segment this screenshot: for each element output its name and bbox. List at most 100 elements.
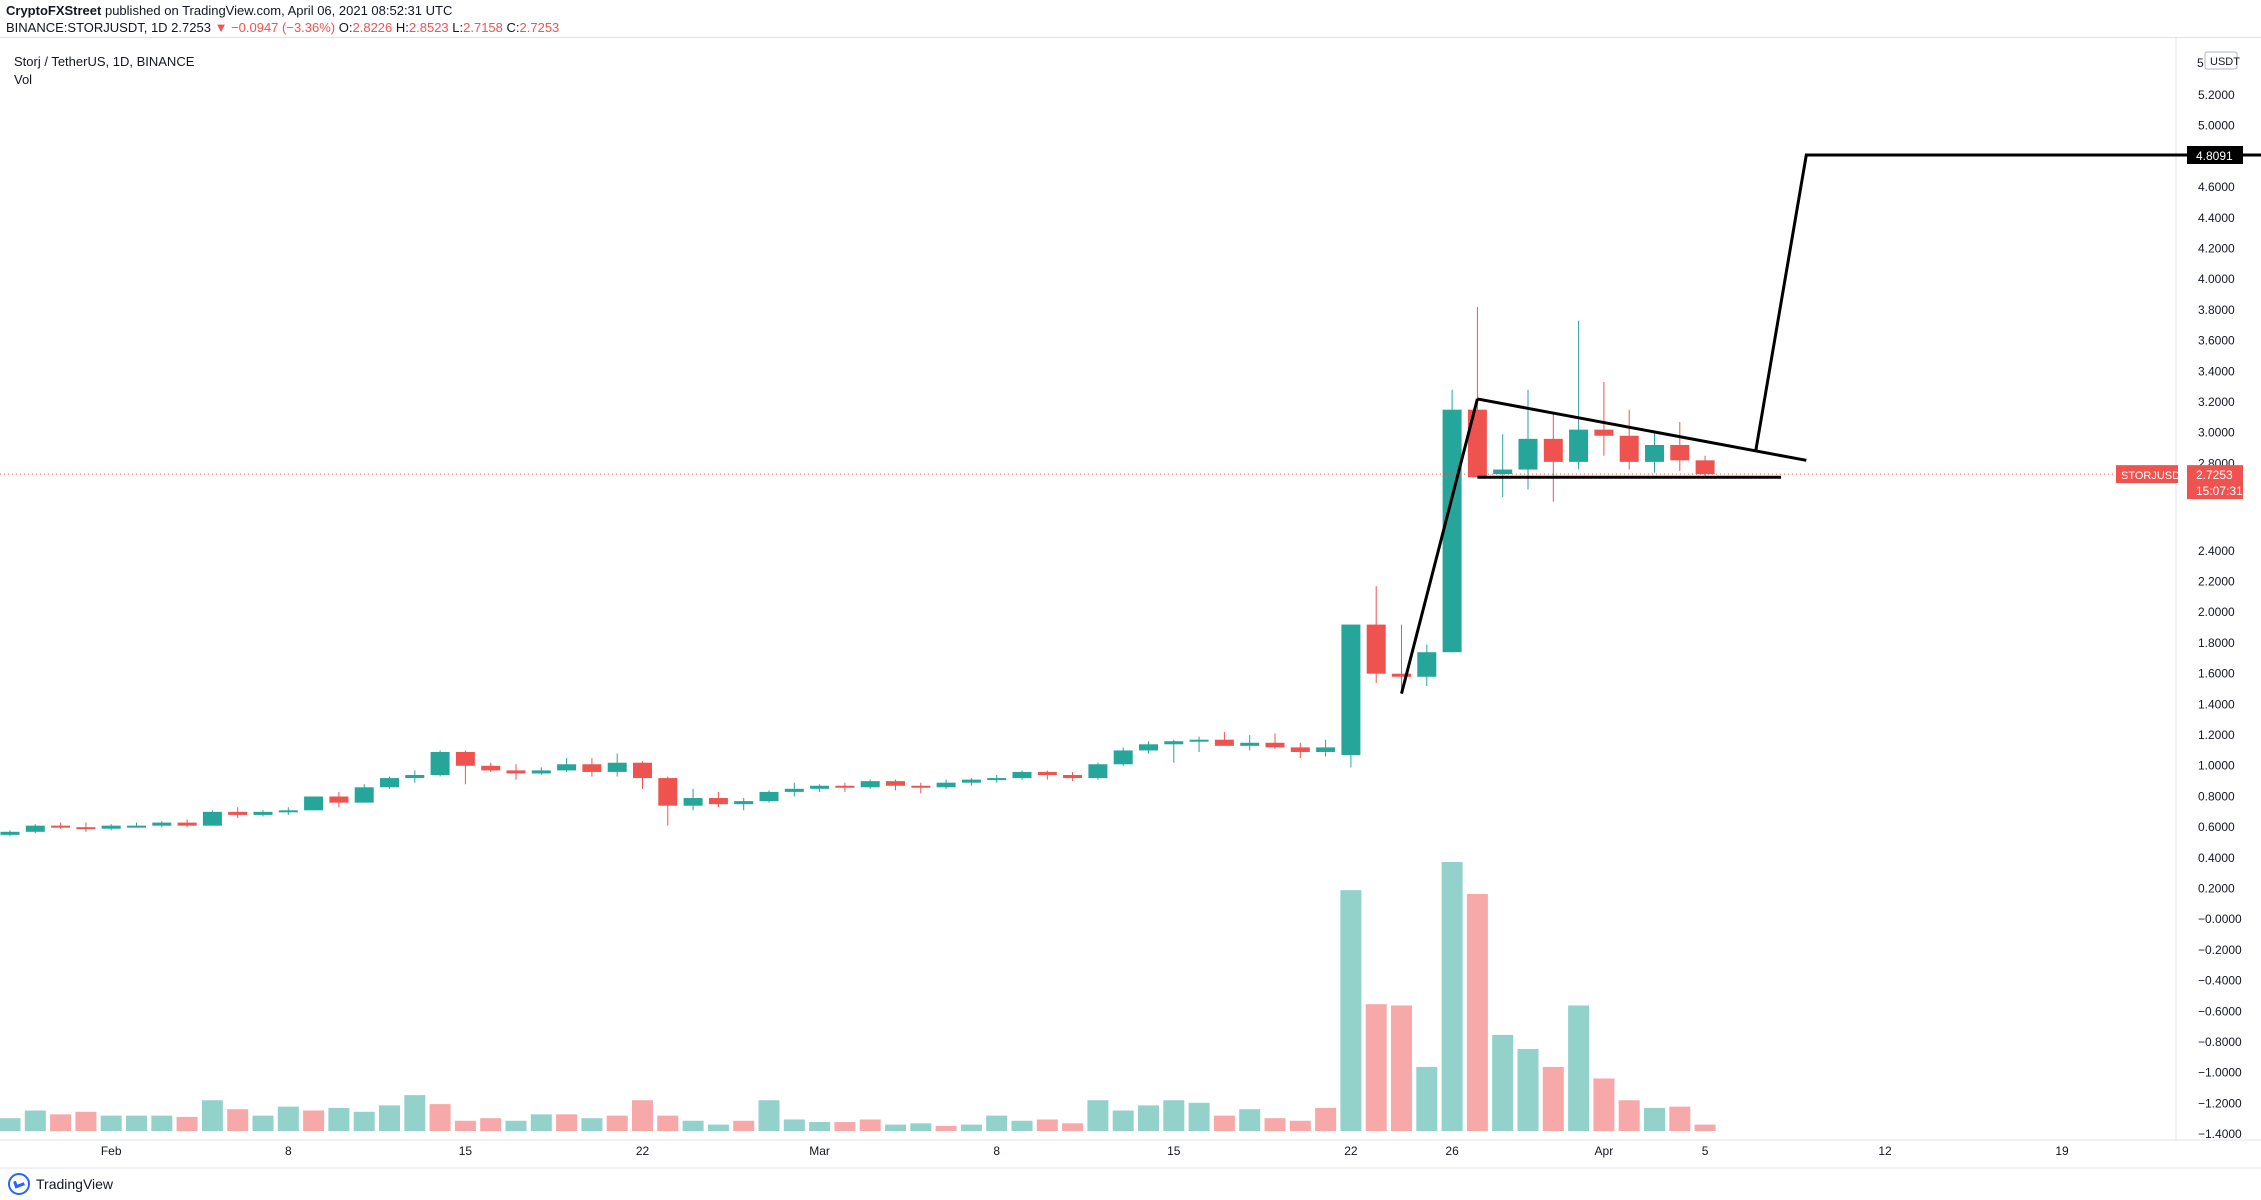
candle-body[interactable] (860, 781, 880, 788)
candle-body[interactable] (76, 827, 96, 830)
volume-bar[interactable] (505, 1120, 527, 1131)
volume-bar[interactable] (277, 1106, 299, 1131)
currency-badge[interactable] (2204, 51, 2238, 70)
flagpole-line[interactable] (1400, 398, 1479, 695)
volume-bar[interactable] (1669, 1106, 1691, 1131)
volume-bar[interactable] (1416, 1066, 1438, 1131)
volume-bar[interactable] (632, 1100, 653, 1131)
candle-body[interactable] (304, 796, 324, 811)
candle-body[interactable] (278, 810, 298, 813)
volume-bar[interactable] (910, 1123, 932, 1131)
tradingview-logo[interactable]: TradingView (8, 1173, 113, 1195)
volume-bar[interactable] (530, 1114, 552, 1131)
volume-bar[interactable] (935, 1125, 957, 1131)
volume-bar[interactable] (1289, 1120, 1311, 1131)
volume-bar[interactable] (75, 1111, 97, 1131)
volume-bar[interactable] (1011, 1120, 1033, 1131)
candle-body[interactable] (405, 775, 425, 779)
volume-bar[interactable] (657, 1115, 679, 1131)
candle-body[interactable] (1417, 652, 1437, 677)
candle-body[interactable] (658, 778, 678, 806)
candle-body[interactable] (152, 822, 172, 826)
volume-bar[interactable] (1062, 1123, 1084, 1131)
candle-body[interactable] (886, 781, 905, 786)
candle-body[interactable] (202, 811, 222, 826)
candle-body[interactable] (25, 825, 45, 832)
candle-body[interactable] (1569, 429, 1589, 462)
candle-body[interactable] (1012, 771, 1032, 779)
volume-bar[interactable] (454, 1120, 476, 1131)
volume-bar[interactable] (1694, 1124, 1716, 1131)
volume-bar[interactable] (328, 1107, 350, 1131)
candle-body[interactable] (759, 791, 779, 802)
volume-bar[interactable] (834, 1122, 856, 1131)
candle-body[interactable] (1189, 739, 1209, 742)
volume-bar[interactable] (126, 1115, 147, 1131)
volume-bar[interactable] (227, 1109, 249, 1131)
volume-bar[interactable] (1644, 1107, 1665, 1131)
candle-body[interactable] (1037, 771, 1057, 776)
volume-bar[interactable] (303, 1110, 325, 1131)
candle-body[interactable] (582, 764, 602, 772)
candle-body[interactable] (101, 825, 121, 829)
volume-bar[interactable] (783, 1119, 805, 1131)
volume-bar[interactable] (1542, 1066, 1564, 1131)
candle-body[interactable] (228, 811, 248, 815)
candle-body[interactable] (1518, 438, 1538, 470)
upper-trendline[interactable] (1477, 397, 1807, 462)
candle-body[interactable] (1265, 742, 1285, 748)
volume-bar[interactable] (1112, 1110, 1134, 1131)
volume-bar[interactable] (1264, 1118, 1286, 1131)
candle-body[interactable] (1594, 429, 1614, 436)
volume-bar[interactable] (1036, 1119, 1058, 1131)
volume-bar[interactable] (480, 1118, 502, 1131)
candle-body[interactable] (1670, 444, 1690, 461)
volume-bar[interactable] (1517, 1049, 1539, 1131)
candle-body[interactable] (1316, 747, 1336, 752)
candle-body[interactable] (607, 762, 627, 772)
target-projection-line[interactable] (1754, 153, 2261, 452)
candle-body[interactable] (835, 785, 855, 788)
candle-body[interactable] (481, 765, 501, 771)
volume-bar[interactable] (353, 1111, 375, 1131)
candle-body[interactable] (329, 796, 349, 803)
candle-body[interactable] (1341, 624, 1361, 756)
volume-bar[interactable] (707, 1124, 729, 1131)
candle-body[interactable] (1467, 409, 1487, 478)
candle-body[interactable] (1214, 739, 1234, 746)
candle-body[interactable] (354, 787, 374, 803)
candle-body[interactable] (1088, 764, 1108, 779)
volume-bar[interactable] (581, 1118, 603, 1131)
volume-bar[interactable] (809, 1122, 831, 1131)
candle-body[interactable] (1366, 624, 1386, 674)
candle-body[interactable] (961, 779, 981, 783)
candle-body[interactable] (810, 785, 830, 789)
candle-body[interactable] (1695, 460, 1715, 475)
volume-bar[interactable] (404, 1095, 426, 1131)
candle-body[interactable] (911, 785, 931, 788)
volume-bar[interactable] (1239, 1109, 1261, 1131)
candle-body[interactable] (177, 822, 197, 826)
volume-bar[interactable] (201, 1100, 223, 1131)
volume-bar[interactable] (960, 1124, 982, 1131)
candle-body[interactable] (987, 778, 1007, 781)
candle-body[interactable] (1493, 469, 1513, 475)
symbol-legend[interactable]: Storj / TetherUS, 1D, BINANCE (14, 54, 195, 69)
volume-bar[interactable] (0, 1118, 21, 1131)
candle-body[interactable] (1139, 744, 1158, 751)
candle-body[interactable] (1442, 409, 1462, 653)
candle-body[interactable] (1164, 741, 1184, 745)
volume-bar[interactable] (1391, 1005, 1412, 1131)
candle-body[interactable] (380, 778, 399, 788)
candle-body[interactable] (1543, 438, 1563, 462)
volume-bar[interactable] (859, 1119, 881, 1131)
candle-body[interactable] (1240, 742, 1260, 746)
candle-body[interactable] (734, 801, 754, 805)
volume-bar[interactable] (100, 1115, 122, 1131)
volume-bar[interactable] (1618, 1100, 1640, 1131)
candle-body[interactable] (1392, 673, 1411, 677)
candle-body[interactable] (557, 764, 577, 771)
candle-body[interactable] (1619, 435, 1639, 462)
candle-body[interactable] (0, 831, 20, 835)
